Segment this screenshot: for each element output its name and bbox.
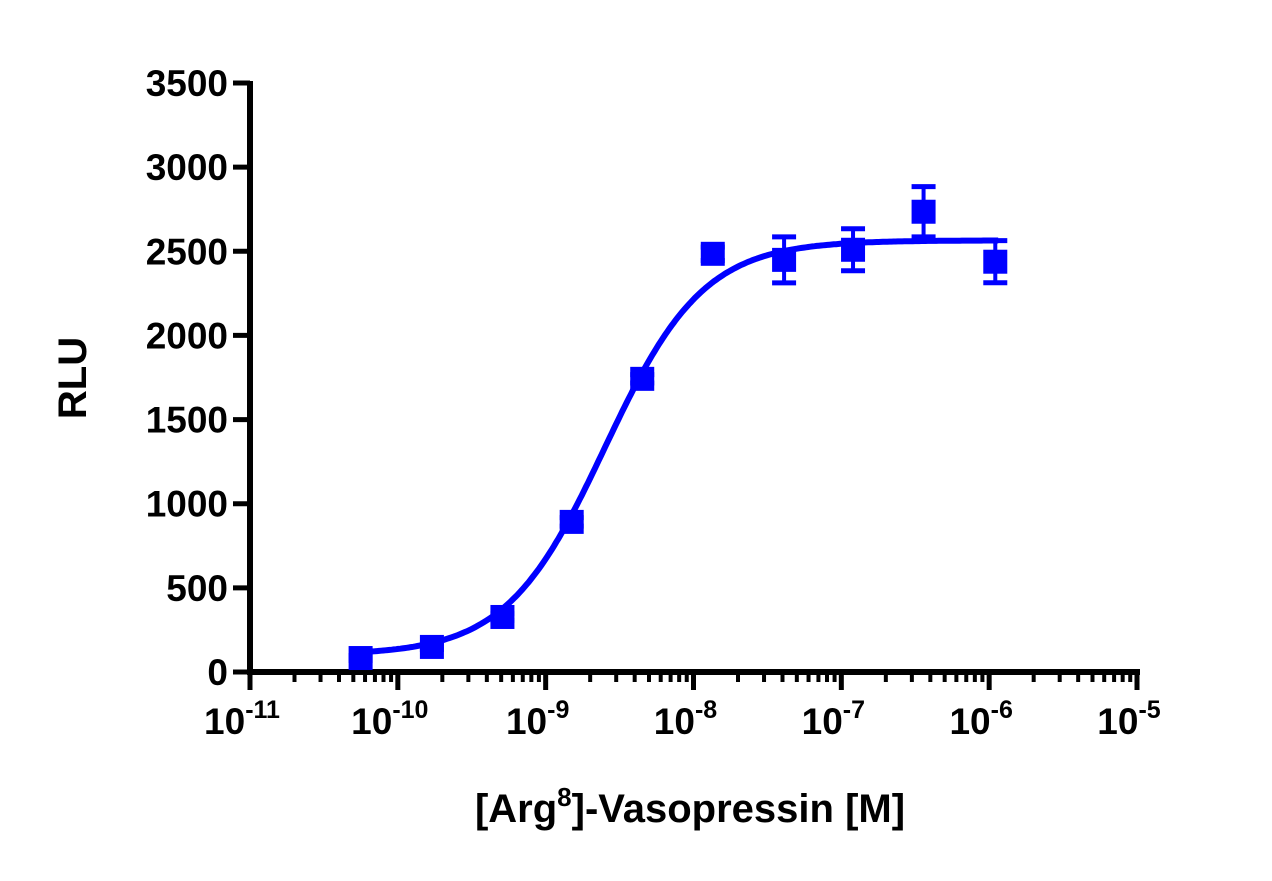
y-tick-label: 3500 xyxy=(146,63,228,104)
data-point xyxy=(348,646,373,671)
data-point xyxy=(772,247,797,272)
fit-curve xyxy=(357,237,999,656)
data-point xyxy=(630,366,655,391)
y-tick-label: 2000 xyxy=(146,315,228,356)
data-point xyxy=(983,249,1008,274)
tick-labels: 0 500 1000 1500 2000 2500 3000 3500 10-11 10-10 10… xyxy=(146,63,1161,742)
x-tick-label: 10-8 xyxy=(654,696,717,742)
data-points xyxy=(348,184,1008,671)
y-tick-label: 1000 xyxy=(146,484,228,525)
x-title-rest: ]-Vasopressin [M] xyxy=(572,787,905,831)
x-tick-label: 10-5 xyxy=(1097,696,1160,742)
y-tick-label: 3000 xyxy=(146,147,228,188)
x-tick-label: 10-7 xyxy=(802,696,865,742)
x-tick-label: 10-6 xyxy=(949,696,1012,742)
y-tick-label: 500 xyxy=(166,568,228,609)
data-point xyxy=(419,634,444,659)
y-tick-label: 2500 xyxy=(146,231,228,272)
y-tick-label: 1500 xyxy=(146,400,228,441)
y-axis-title: RLU xyxy=(51,337,95,419)
x-title-sup: 8 xyxy=(557,782,571,812)
data-point xyxy=(559,509,584,534)
axes xyxy=(233,80,1140,690)
data-point xyxy=(490,604,515,629)
x-tick-label: 10-9 xyxy=(506,696,569,742)
x-tick-label: 10-10 xyxy=(351,696,428,742)
y-tick-label: 0 xyxy=(207,652,228,693)
data-point xyxy=(700,241,725,266)
data-point xyxy=(841,237,866,262)
x-tick-label: 10-11 xyxy=(204,696,280,742)
x-title-base: [Arg xyxy=(475,787,557,831)
data-point xyxy=(911,199,936,224)
x-axis-title: [Arg8]-Vasopressin [M] xyxy=(475,782,905,831)
